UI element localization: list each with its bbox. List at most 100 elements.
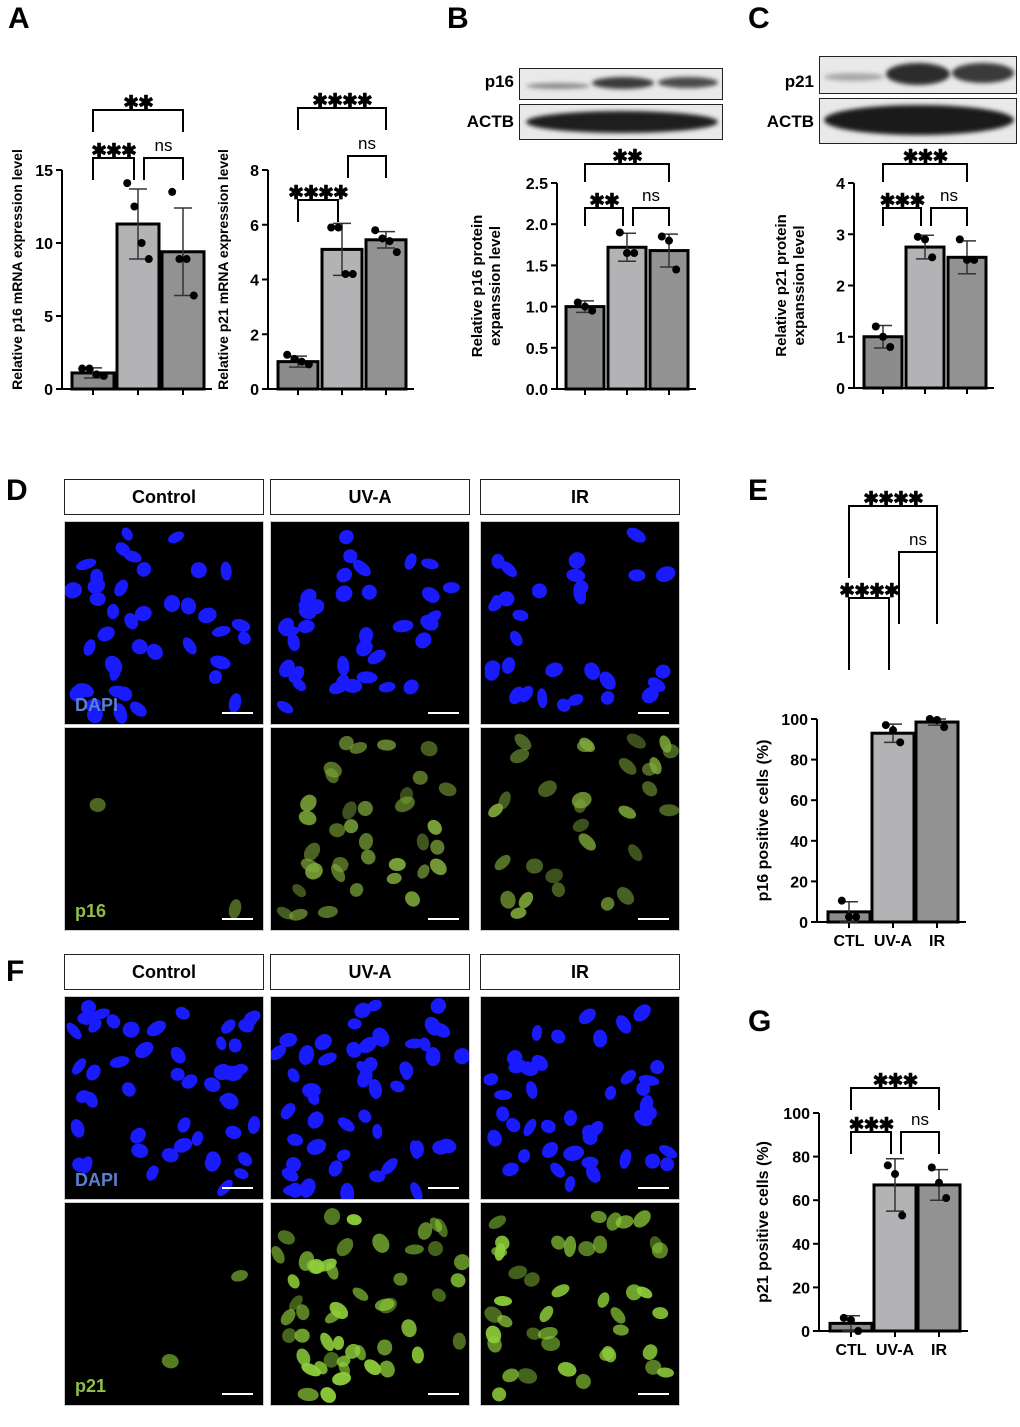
scale-bar bbox=[638, 918, 669, 920]
cell-nucleus bbox=[83, 1062, 104, 1083]
svg-text:✱✱✱✱: ✱✱✱✱ bbox=[288, 183, 349, 204]
svg-text:10: 10 bbox=[35, 236, 53, 253]
cell-nucleus bbox=[285, 1065, 303, 1085]
svg-text:40: 40 bbox=[790, 834, 808, 851]
cell-nucleus bbox=[448, 1271, 469, 1291]
svg-text:ns: ns bbox=[911, 1110, 929, 1129]
chart-p16-protein: 0.0 0.5 1.0 1.5 2.0 2.5 Relative p16 protein ex… bbox=[440, 140, 720, 400]
cell-nucleus bbox=[500, 655, 518, 675]
column-header-control: Control bbox=[64, 954, 264, 990]
dapi-label: DAPI bbox=[75, 695, 119, 715]
svg-text:ns: ns bbox=[155, 136, 173, 155]
cell-nucleus bbox=[647, 1057, 667, 1077]
blot-label-actb-b: ACTB bbox=[466, 112, 514, 131]
cell-nucleus bbox=[427, 997, 450, 1017]
cell-nucleus bbox=[507, 628, 525, 648]
svg-text:expanssion level: expanssion level bbox=[791, 225, 808, 345]
svg-text:UV-A: UV-A bbox=[906, 399, 945, 400]
cell-nucleus bbox=[653, 563, 678, 585]
chart-p16-positive-cells: 0 20 40 60 80 100 p16 positive cells (%) CTL UV-… bbox=[740, 490, 1020, 960]
cell-nucleus bbox=[346, 880, 366, 900]
svg-text:0: 0 bbox=[44, 382, 53, 399]
cell-nucleus bbox=[538, 1138, 561, 1161]
p21-image-uv-a bbox=[270, 1202, 470, 1406]
blot-band bbox=[658, 77, 718, 88]
svg-text:IR: IR bbox=[931, 1342, 947, 1359]
cell-nucleus bbox=[223, 1124, 243, 1142]
cell-nucleus bbox=[393, 793, 418, 816]
cell-nucleus bbox=[127, 699, 150, 721]
cell-nucleus bbox=[546, 1159, 568, 1181]
cell-nucleus bbox=[349, 1285, 371, 1305]
svg-text:✱✱: ✱✱ bbox=[612, 147, 643, 168]
cell-nucleus bbox=[555, 1359, 579, 1380]
svg-text:4: 4 bbox=[836, 176, 845, 193]
cell-nucleus bbox=[497, 558, 521, 580]
svg-text:60: 60 bbox=[790, 793, 808, 810]
cell-nucleus bbox=[570, 815, 591, 834]
chart-p21-positive-cells: 0 20 40 60 80 100 p21 positive cells (%) CTL UV-… bbox=[740, 1040, 1020, 1380]
cell-nucleus bbox=[339, 799, 360, 822]
cell-nucleus bbox=[529, 580, 549, 600]
svg-text:2.0: 2.0 bbox=[526, 217, 548, 234]
cell-nucleus bbox=[119, 1080, 139, 1100]
cell-nucleus bbox=[402, 551, 419, 572]
cell-nucleus bbox=[214, 1035, 228, 1052]
cell-nucleus bbox=[493, 1089, 513, 1101]
cell-nucleus bbox=[616, 802, 639, 822]
cell-nucleus bbox=[411, 1346, 425, 1364]
cell-nucleus bbox=[330, 1370, 352, 1388]
svg-text:1: 1 bbox=[836, 330, 845, 347]
scale-bar bbox=[638, 1187, 669, 1189]
cell-nucleus bbox=[246, 1114, 261, 1134]
cell-nucleus bbox=[355, 797, 376, 818]
dapi-image-control: DAPI bbox=[64, 996, 264, 1200]
svg-text:ns: ns bbox=[940, 186, 958, 205]
blot-band bbox=[952, 63, 1014, 83]
cell-nucleus bbox=[491, 852, 514, 874]
svg-text:0: 0 bbox=[801, 1324, 810, 1341]
cell-nucleus bbox=[106, 603, 120, 620]
cell-nucleus bbox=[543, 660, 566, 680]
cell-nucleus bbox=[297, 807, 319, 827]
cell-nucleus bbox=[388, 857, 406, 871]
cell-nucleus bbox=[500, 1366, 522, 1385]
cell-nucleus bbox=[425, 1046, 441, 1067]
cell-nucleus bbox=[303, 1108, 327, 1133]
western-blot-p21 bbox=[819, 56, 1017, 94]
cell-nucleus bbox=[618, 1066, 639, 1087]
marker-label: p16 bbox=[75, 901, 107, 921]
cell-nucleus bbox=[357, 832, 374, 851]
svg-text:2.5: 2.5 bbox=[526, 176, 548, 193]
cell-nucleus bbox=[402, 888, 424, 910]
cell-nucleus bbox=[500, 1160, 522, 1179]
cell-nucleus bbox=[623, 730, 649, 752]
cell-nucleus bbox=[655, 1366, 675, 1379]
cell-nucleus bbox=[575, 830, 600, 855]
svg-text:0.0: 0.0 bbox=[526, 382, 548, 399]
cell-nucleus bbox=[415, 831, 430, 851]
scale-bar bbox=[428, 1393, 459, 1395]
cell-nucleus bbox=[278, 1100, 299, 1123]
cell-nucleus bbox=[431, 1140, 449, 1155]
cell-nucleus bbox=[482, 1071, 500, 1087]
cell-nucleus bbox=[450, 1250, 469, 1273]
svg-text:expanssion level: expanssion level bbox=[487, 226, 504, 346]
column-header-uv-a: UV-A bbox=[270, 479, 470, 515]
cell-nucleus bbox=[427, 1240, 444, 1256]
cell-nucleus bbox=[625, 841, 645, 864]
cell-nucleus bbox=[563, 1109, 579, 1127]
marker-label: p21 bbox=[75, 1376, 107, 1396]
panel-letter-a: A bbox=[8, 2, 30, 35]
svg-text:20: 20 bbox=[792, 1280, 810, 1297]
svg-text:80: 80 bbox=[790, 753, 808, 770]
cell-nucleus bbox=[450, 1044, 469, 1067]
cell-nucleus bbox=[452, 1332, 467, 1350]
svg-text:40: 40 bbox=[792, 1237, 810, 1254]
svg-text:✱✱✱✱: ✱✱✱✱ bbox=[839, 581, 900, 602]
column-header-control: Control bbox=[64, 479, 264, 515]
svg-text:ns: ns bbox=[909, 530, 927, 549]
cell-nucleus bbox=[65, 580, 84, 601]
svg-text:4: 4 bbox=[250, 273, 259, 290]
scale-bar bbox=[222, 1393, 253, 1395]
